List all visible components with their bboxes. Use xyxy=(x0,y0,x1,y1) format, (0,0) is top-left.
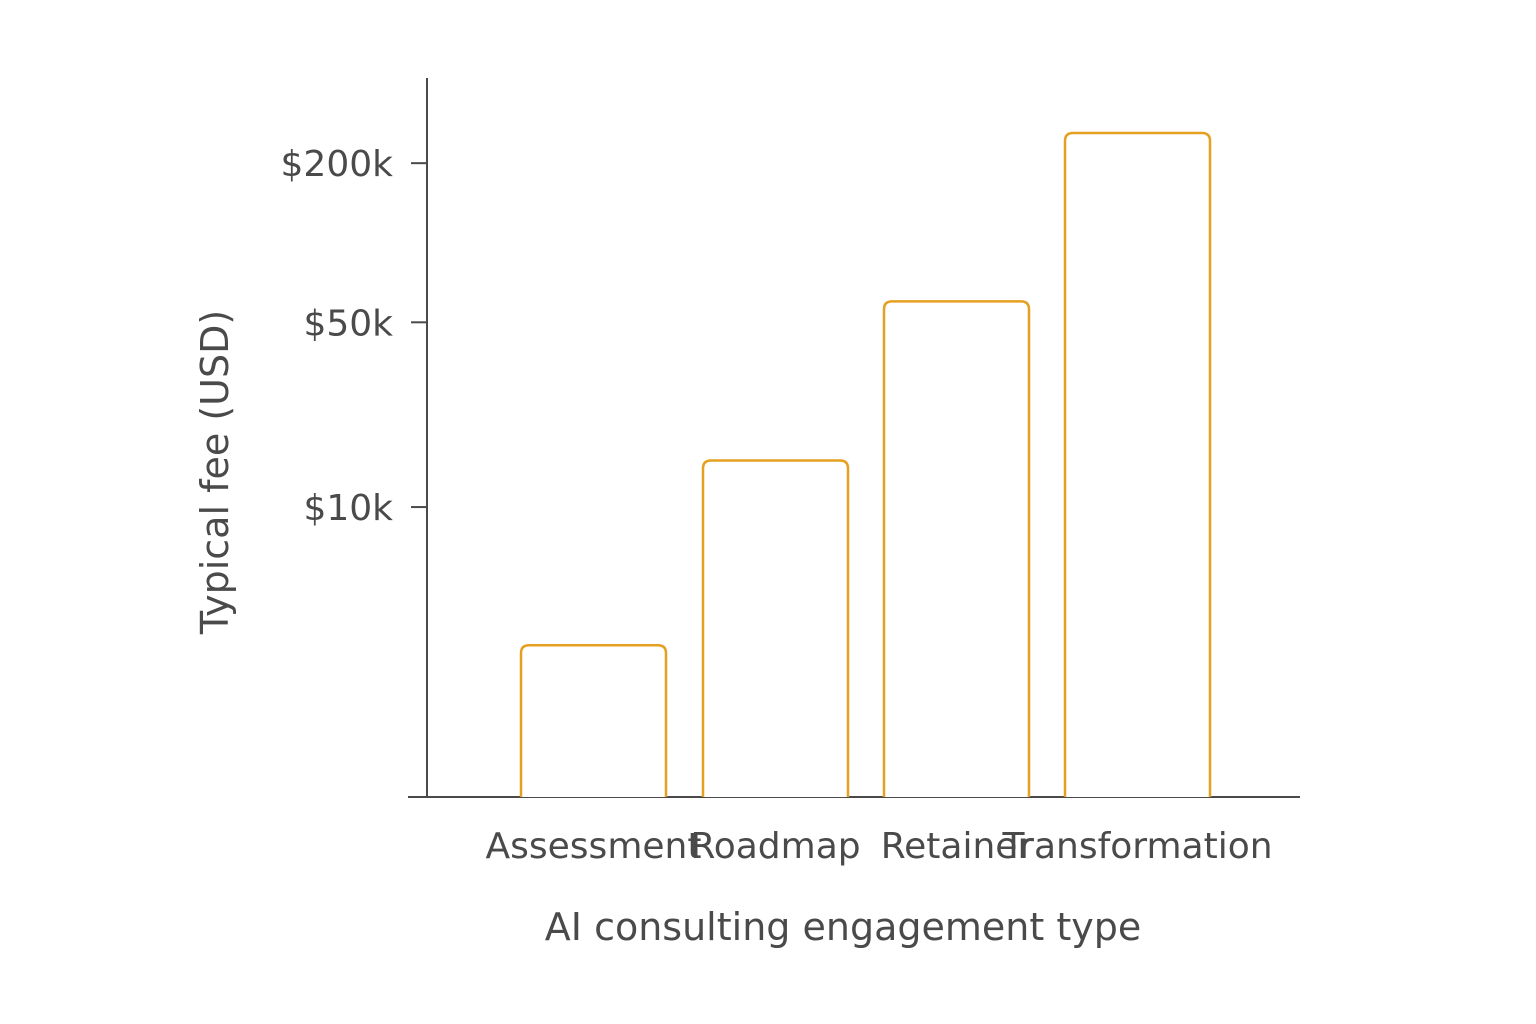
x-tick-label-transformation: Transformation xyxy=(1001,826,1272,867)
x-axis-title: AI consulting engagement type xyxy=(545,905,1141,949)
bars xyxy=(519,131,1212,797)
y-tick-label: $50k xyxy=(303,303,393,344)
bar-transformation xyxy=(1063,131,1212,797)
x-tick-label-roadmap: Roadmap xyxy=(690,826,860,867)
bar-retainer xyxy=(882,300,1031,797)
bar-roadmap xyxy=(701,459,850,797)
x-tick-label-assessment: Assessment xyxy=(486,826,702,867)
x-tick-label-retainer: Retainer xyxy=(881,826,1033,867)
y-axis-title: Typical fee (USD) xyxy=(193,310,237,635)
y-tick-label: $200k xyxy=(281,144,394,185)
y-ticks: $10k $50k $200k xyxy=(281,144,427,529)
y-tick-label: $10k xyxy=(303,488,393,529)
bar-assessment xyxy=(519,644,668,797)
